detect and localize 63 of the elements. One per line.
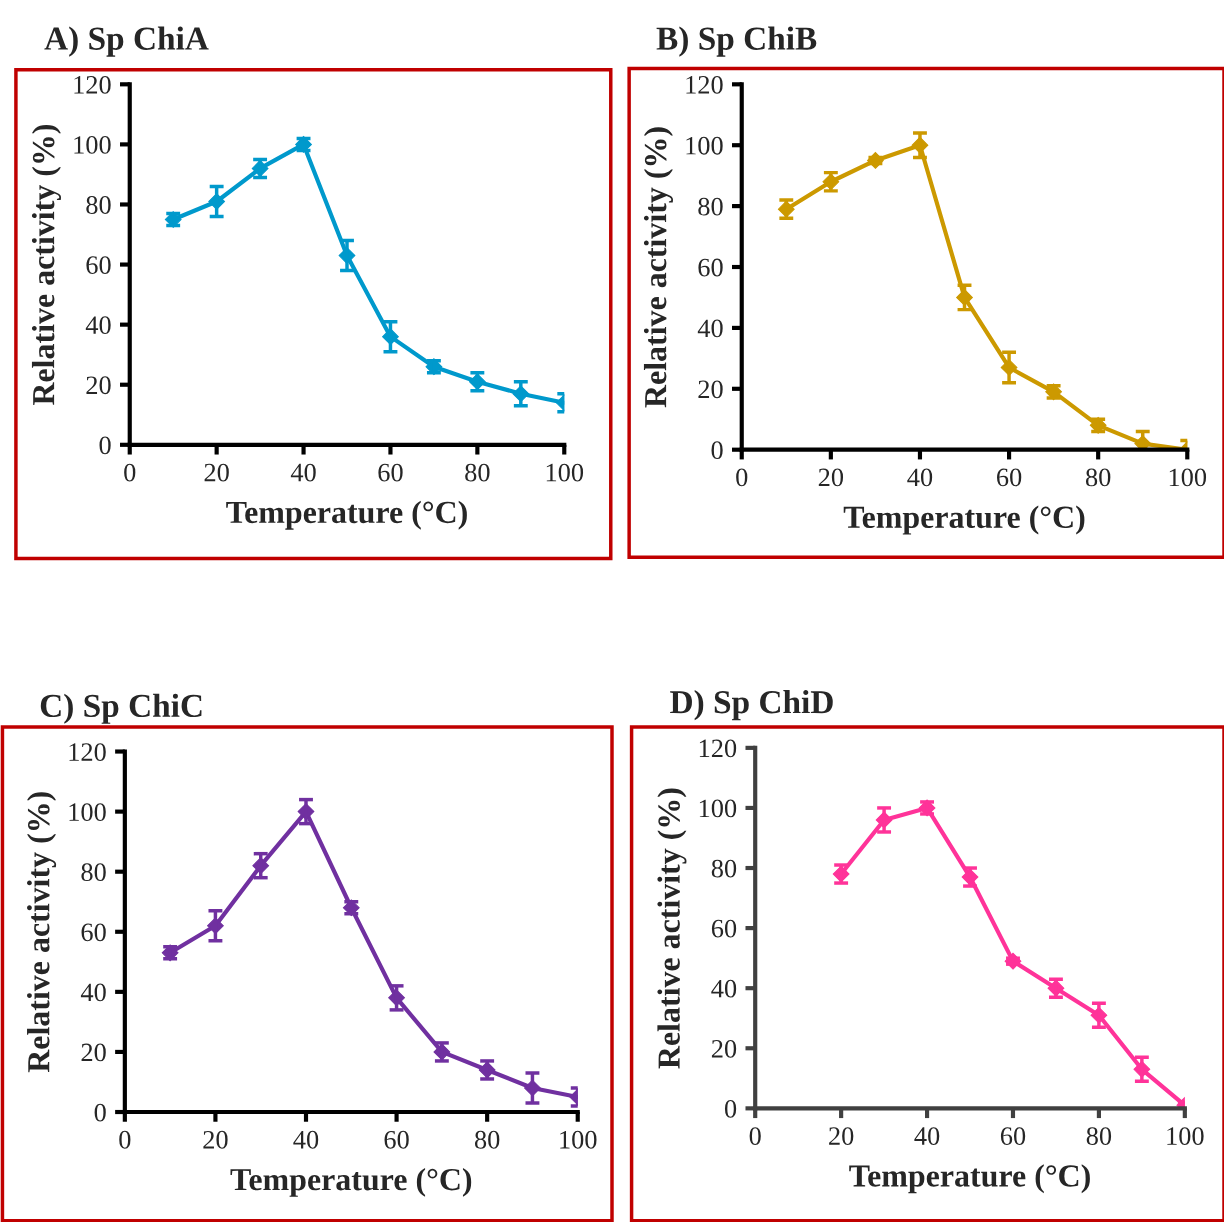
y-tick-label: 100 [686,136,723,155]
y-tick-label: 40 [80,983,106,1002]
x-axis-title: Temperature (°C) [226,500,467,530]
y-axis-title: Relative activity (%) [643,127,673,408]
x-tick-label: 20 [204,463,229,482]
x-tick-label: 20 [829,1127,854,1145]
y-tick-label: 120 [69,743,106,761]
y-axis-title: Relative activity (%) [31,124,61,406]
x-tick-label: 20 [818,468,844,487]
y-tick-label: 80 [81,863,106,882]
y-tick-label: 40 [85,316,111,335]
x-tick-label: 60 [1000,1127,1026,1145]
x-tick-label: 100 [546,463,584,482]
x-tick-label: 0 [124,463,136,482]
y-tick-label: 120 [74,75,111,94]
y-tick-label: 60 [81,923,106,942]
y-tick-label: 100 [699,799,737,818]
y-axis-title: Relative activity (%) [657,788,687,1069]
chart-title: A) Sp ChiA [44,26,209,57]
y-tick-label: 120 [699,739,737,758]
y-tick-label: 20 [711,1039,737,1058]
x-tick-label: 100 [1167,1127,1204,1145]
x-tick-label: 100 [560,1130,597,1149]
x-axis-title: Temperature (°C) [843,505,1085,535]
y-tick-label: 0 [711,441,723,460]
chart-title: C) Sp ChiC [40,693,202,724]
chart-title: B) Sp ChiB [656,26,817,57]
x-tick-label: 0 [749,1127,761,1145]
y-tick-label: 120 [686,75,723,94]
y-tick-label: 0 [724,1099,737,1118]
y-tick-label: 20 [698,380,723,399]
y-tick-label: 20 [86,376,111,395]
y-tick-label: 0 [94,1103,106,1122]
x-tick-label: 40 [907,468,933,487]
y-tick-label: 60 [711,919,737,938]
y-tick-label: 60 [86,256,111,274]
y-tick-label: 60 [698,258,723,277]
x-tick-label: 0 [119,1130,131,1149]
x-tick-label: 40 [293,1130,319,1149]
y-tick-label: 0 [99,436,111,455]
x-tick-label: 80 [474,1130,500,1149]
y-tick-label: 100 [74,136,111,154]
y-tick-label: 40 [711,979,737,998]
chart-title: D) Sp ChiD [670,689,833,721]
x-tick-label: 60 [384,1130,409,1149]
y-tick-label: 40 [697,319,723,338]
y-axis-title: Relative activity (%) [27,792,57,1073]
y-tick-label: 80 [711,859,737,878]
x-tick-label: 80 [1086,1127,1112,1145]
x-tick-label: 60 [997,468,1022,487]
x-tick-label: 40 [290,463,316,482]
x-axis-title: Temperature (°C) [230,1167,472,1197]
x-tick-label: 100 [1169,468,1207,487]
x-tick-label: 20 [203,1130,228,1149]
y-tick-label: 20 [81,1043,106,1062]
x-axis-title: Temperature (°C) [849,1164,1090,1194]
y-tick-label: 80 [698,197,723,216]
x-tick-label: 80 [1085,468,1111,487]
y-tick-label: 80 [86,196,111,214]
x-tick-label: 40 [914,1127,940,1145]
y-tick-label: 100 [69,803,106,822]
x-tick-label: 80 [465,463,490,482]
x-tick-label: 60 [378,463,403,482]
